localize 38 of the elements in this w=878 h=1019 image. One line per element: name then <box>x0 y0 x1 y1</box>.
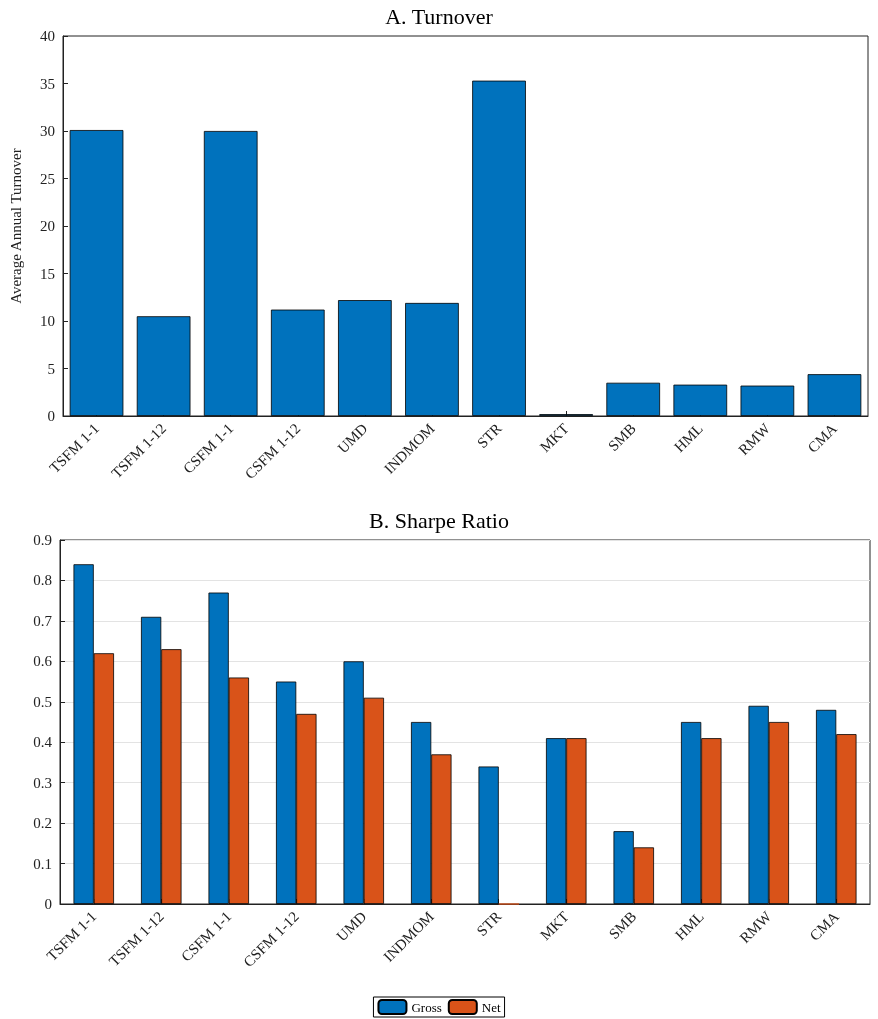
bar <box>673 384 728 416</box>
chart-title: A. Turnover <box>385 3 494 29</box>
bar <box>136 316 191 416</box>
y-tick-label: 0.8 <box>33 572 52 589</box>
chart-title: B. Sharpe Ratio <box>369 507 509 533</box>
bar <box>478 766 499 904</box>
y-tick-label: 0.1 <box>33 855 52 872</box>
y-tick-label: 40 <box>40 28 55 44</box>
y-tick-label: 0.2 <box>33 815 52 832</box>
y-tick-label: 30 <box>40 123 55 139</box>
y-tick-label: 0 <box>47 408 55 424</box>
y-tick-label: 0.4 <box>33 734 53 751</box>
bar <box>807 374 862 416</box>
y-tick-label: 0.3 <box>33 774 52 791</box>
bar <box>472 80 526 416</box>
y-tick-label: 15 <box>40 265 55 282</box>
y-tick-label: 25 <box>40 170 55 187</box>
y-tick-label: 0.6 <box>33 653 53 670</box>
legend-label: Net <box>481 999 501 1015</box>
bar <box>203 131 258 416</box>
bar <box>69 130 124 416</box>
bar <box>740 385 795 416</box>
legend-label: Gross <box>411 999 442 1015</box>
y-tick-label: 35 <box>40 75 55 92</box>
y-tick-label: 20 <box>40 218 55 234</box>
bar <box>338 300 392 416</box>
y-tick-label: 5 <box>47 360 55 377</box>
bar <box>606 382 661 416</box>
y-axis-title: Average Annual Turnover <box>7 148 24 304</box>
y-tick-label: 0.5 <box>33 693 52 710</box>
y-tick-label: 10 <box>40 313 55 329</box>
bar <box>270 309 325 416</box>
y-tick-label: 0.9 <box>33 532 52 548</box>
x-tick-label: STR <box>473 908 505 940</box>
y-tick-label: 0 <box>44 896 52 912</box>
y-tick-label: 0.7 <box>33 612 53 629</box>
bar <box>405 302 459 416</box>
x-tick-label: STR <box>473 420 505 452</box>
